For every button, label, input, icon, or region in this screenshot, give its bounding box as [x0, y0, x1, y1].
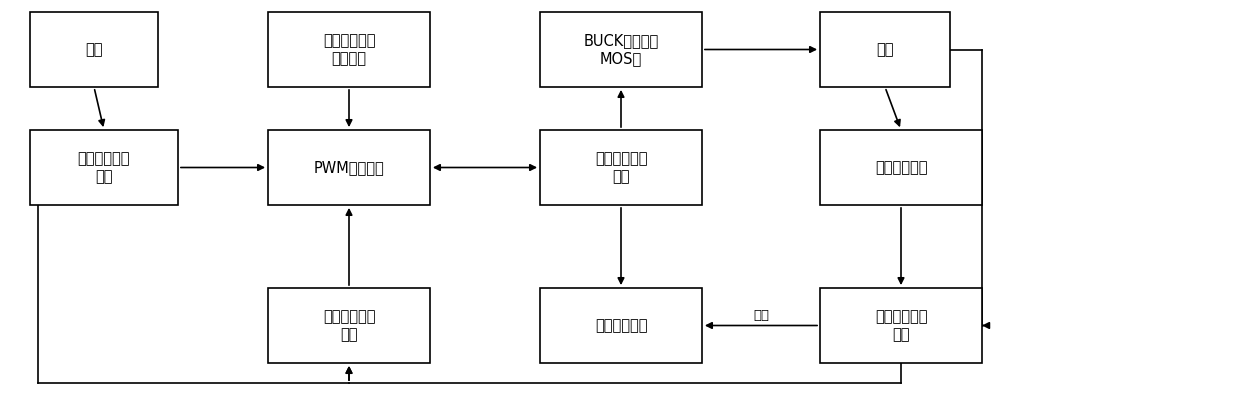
Text: 电压电流采样
电路: 电压电流采样 电路 [874, 310, 928, 342]
Text: 输出: 输出 [877, 42, 894, 57]
Bar [539, 12, 702, 87]
Text: 电流: 电流 [753, 309, 769, 322]
Text: PWM控制电路: PWM控制电路 [314, 160, 384, 175]
Text: BUCK架构电路
MOS管: BUCK架构电路 MOS管 [583, 33, 658, 66]
Bar [539, 288, 702, 363]
Text: 低压关闭及软
启动电路: 低压关闭及软 启动电路 [322, 33, 376, 66]
Text: 恒流负载电路: 恒流负载电路 [874, 160, 928, 175]
Bar [268, 12, 430, 87]
Text: 过流关断电路: 过流关断电路 [595, 318, 647, 333]
Bar [820, 288, 982, 363]
Bar [820, 130, 982, 205]
Bar [30, 130, 179, 205]
Bar [268, 130, 430, 205]
Bar [268, 288, 430, 363]
Text: 自举悬浮驱动
电路: 自举悬浮驱动 电路 [595, 151, 647, 184]
Bar [30, 12, 157, 87]
Text: 恒压恒流控制
电路: 恒压恒流控制 电路 [322, 310, 376, 342]
Text: 输入: 输入 [86, 42, 103, 57]
Bar [539, 130, 702, 205]
Bar [820, 12, 950, 87]
Text: 线性稳压供电
电路: 线性稳压供电 电路 [78, 151, 130, 184]
